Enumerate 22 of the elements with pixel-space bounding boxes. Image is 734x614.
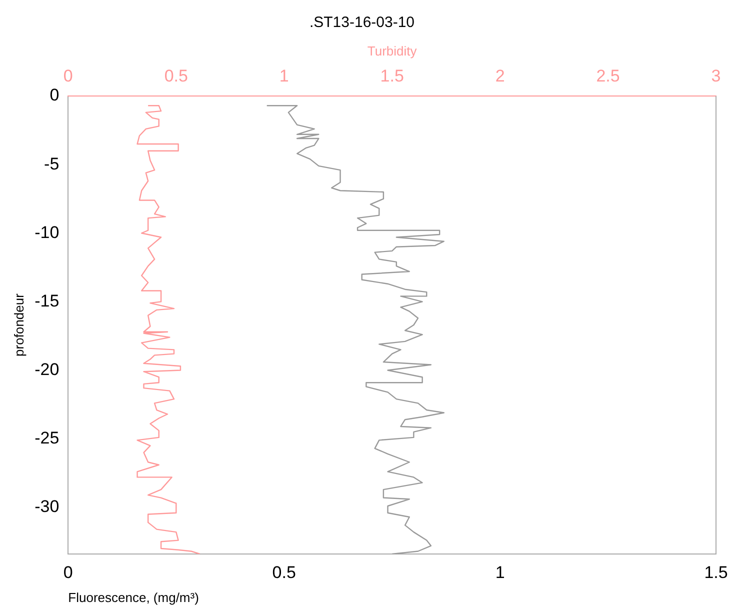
y-tick-label: -25 <box>34 428 60 448</box>
x2-axis-title: Turbidity <box>367 43 418 58</box>
y-tick-label: -15 <box>34 291 60 310</box>
x2-tick-label: 2.5 <box>596 66 620 86</box>
y-axis-title: profondeur <box>11 292 26 356</box>
y-tick-label: -20 <box>34 360 60 379</box>
x-tick-label: 1 <box>495 562 505 582</box>
y-tick-label: -10 <box>34 222 60 242</box>
x-tick-label: 0.5 <box>272 562 296 582</box>
y-tick-label: 0 <box>50 86 60 105</box>
x-axis-title: Fluorescence, (mg/m³) <box>68 590 199 605</box>
x-tick-label: 1.5 <box>704 562 728 582</box>
x2-tick-label: 0 <box>63 66 73 86</box>
x2-tick-label: 1 <box>279 66 289 86</box>
x2-tick-label: 3 <box>711 66 721 86</box>
x2-tick-label: 2 <box>495 66 505 86</box>
x-tick-label: 0 <box>63 562 73 582</box>
chart-title: .ST13-16-03-10 <box>309 14 415 32</box>
y-tick-label: -30 <box>34 497 60 516</box>
x2-tick-label: 1.5 <box>380 66 404 86</box>
y-tick-label: -5 <box>44 154 60 174</box>
x2-tick-label: 0.5 <box>164 66 188 86</box>
